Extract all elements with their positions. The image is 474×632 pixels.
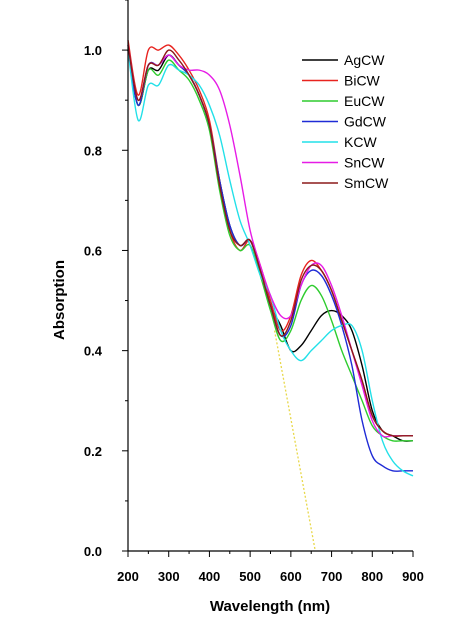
- series-layer: [127, 39, 414, 477]
- y-tick-label: 1.0: [84, 43, 102, 58]
- y-tick-label: 0.2: [84, 444, 102, 459]
- series-line-eucw: [127, 49, 413, 442]
- series-line-sncw: [127, 44, 413, 438]
- x-tick-label: 300: [158, 569, 180, 584]
- x-tick-label: 200: [117, 569, 139, 584]
- legend-label: BiCW: [344, 73, 381, 89]
- x-axis-title: Wavelength (nm): [210, 598, 330, 615]
- x-tick-label: 400: [199, 569, 221, 584]
- ticks: 200 300 400 500 600 700 800 900 0.0 0.2 0.4 0.6 0.8 1…: [84, 0, 424, 584]
- annotation-layer: [273, 330, 316, 552]
- x-tick-label: 900: [402, 569, 424, 584]
- legend-label: GdCW: [344, 114, 387, 130]
- x-tick-label: 600: [280, 569, 302, 584]
- y-axis-title: Absorption: [51, 260, 68, 340]
- series-line-smcw: [127, 44, 413, 437]
- y-tick-label: 0.0: [84, 544, 102, 559]
- x-tick-label: 700: [321, 569, 343, 584]
- legend-label: SmCW: [344, 175, 389, 191]
- y-tick-label: 0.8: [84, 143, 102, 158]
- legend-label: SnCW: [344, 155, 385, 171]
- x-tick-label: 500: [239, 569, 261, 584]
- y-tick-label: 0.4: [84, 344, 103, 359]
- legend-label: KCW: [344, 134, 377, 150]
- legend-label: EuCW: [344, 93, 385, 109]
- legend: AgCW BiCW EuCW GdCW KCW SnCW SmCW: [302, 52, 389, 191]
- legend-label: AgCW: [344, 52, 385, 68]
- y-tick-label: 0.6: [84, 243, 102, 258]
- extrapolation-line: [273, 330, 316, 552]
- x-tick-label: 800: [361, 569, 383, 584]
